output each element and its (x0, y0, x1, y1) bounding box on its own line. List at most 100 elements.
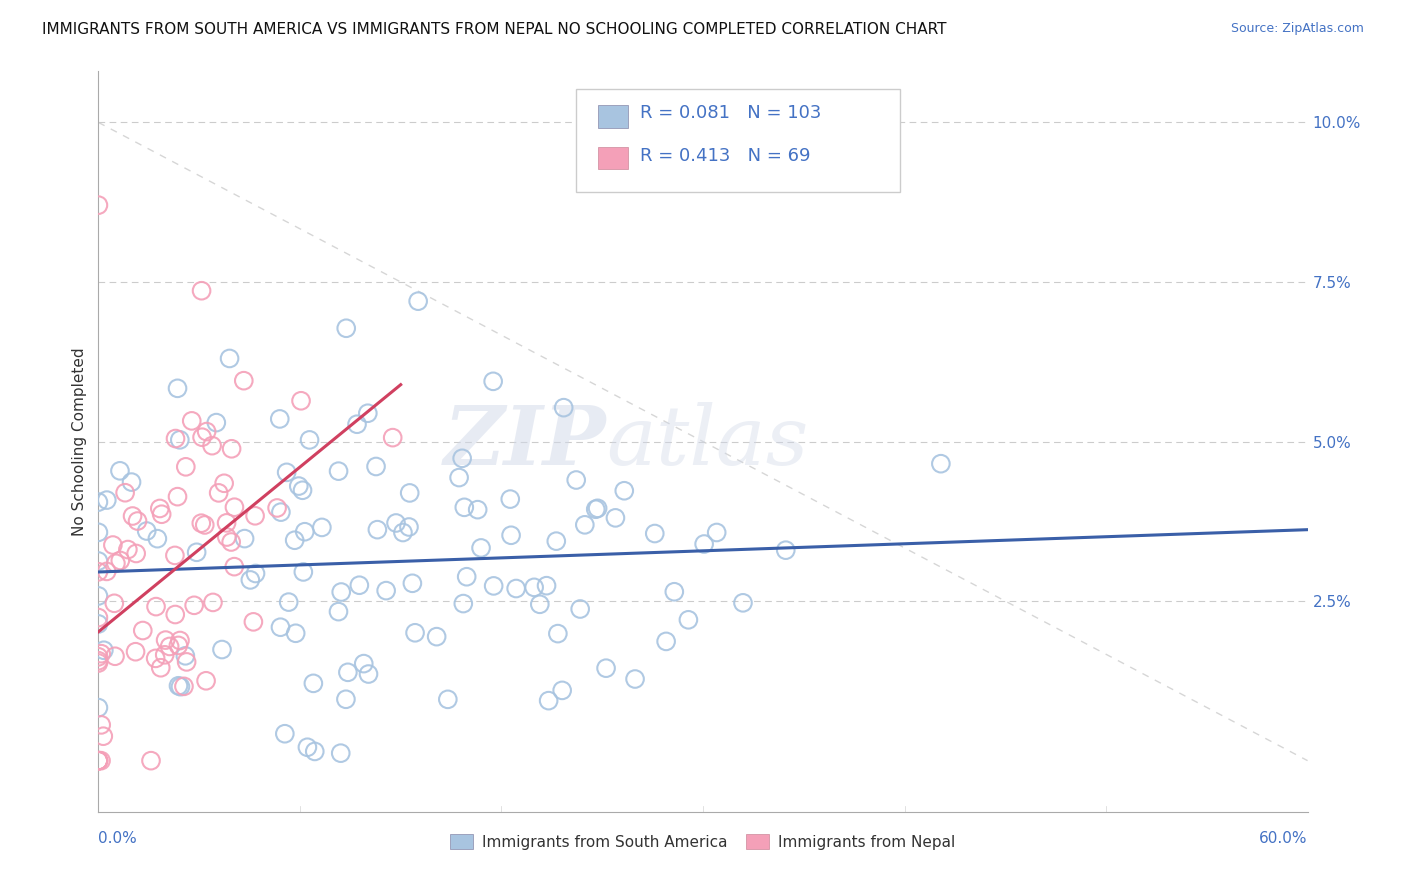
Point (398, 520, 420, 534)
Point (186, 545, 208, 559)
Point (90, 754, 112, 768)
Point (529, 597, 551, 611)
Point (523, 580, 546, 594)
Point (155, 633, 177, 648)
Point (87, 495, 110, 509)
Point (381, 431, 404, 445)
Point (664, 584, 686, 599)
Point (169, 633, 191, 648)
Point (169, 433, 191, 447)
Point (453, 500, 475, 515)
Point (108, 464, 131, 478)
Point (150, 507, 173, 521)
Point (449, 470, 471, 484)
Point (453, 597, 475, 611)
Point (87, 754, 110, 768)
Point (605, 511, 627, 525)
Point (585, 502, 607, 516)
Point (87, 565, 110, 579)
Point (467, 502, 489, 516)
Point (294, 524, 316, 539)
Point (221, 442, 243, 456)
Point (166, 381, 188, 395)
Point (565, 473, 588, 487)
Point (336, 665, 359, 680)
Point (96, 565, 118, 579)
Point (145, 599, 167, 614)
Point (87, 656, 110, 670)
Point (302, 676, 325, 690)
Point (574, 517, 596, 532)
Point (173, 679, 195, 693)
Point (499, 492, 522, 507)
Point (269, 412, 291, 426)
Point (288, 479, 311, 493)
Point (87, 654, 110, 668)
Point (114, 485, 136, 500)
Point (499, 528, 522, 542)
Point (87, 616, 110, 631)
Point (211, 642, 233, 657)
Point (304, 744, 326, 758)
Point (212, 476, 235, 491)
Point (269, 620, 291, 634)
Point (245, 566, 267, 581)
Point (291, 483, 314, 498)
Point (117, 542, 139, 557)
Point (174, 648, 197, 663)
Point (569, 602, 592, 616)
Point (482, 579, 505, 593)
Point (392, 525, 415, 540)
Point (110, 553, 132, 567)
Point (87, 525, 110, 540)
Point (364, 459, 387, 474)
Point (176, 655, 198, 669)
Point (349, 578, 371, 592)
Point (153, 648, 176, 662)
Point (929, 457, 952, 471)
Point (124, 645, 146, 659)
Point (330, 585, 353, 599)
Point (163, 549, 186, 563)
Point (91, 729, 114, 743)
Point (375, 583, 398, 598)
Point (165, 607, 187, 622)
Point (224, 559, 246, 574)
Point (232, 374, 254, 388)
Point (167, 679, 190, 693)
Point (87, 754, 110, 768)
Text: Source: ZipAtlas.com: Source: ZipAtlas.com (1230, 22, 1364, 36)
Point (87, 198, 110, 212)
Point (87, 589, 110, 603)
Point (284, 533, 307, 548)
Point (104, 649, 127, 664)
Point (329, 746, 352, 760)
Point (90, 647, 112, 661)
Point (233, 532, 256, 546)
Point (90, 718, 112, 732)
Text: R = 0.413   N = 69: R = 0.413 N = 69 (640, 147, 810, 165)
Point (613, 483, 636, 498)
Point (775, 543, 797, 558)
Point (180, 414, 202, 428)
Point (208, 486, 231, 500)
Point (547, 626, 569, 640)
Point (553, 401, 575, 415)
Point (706, 525, 728, 540)
Point (277, 595, 299, 609)
Point (195, 425, 218, 439)
Point (201, 595, 224, 609)
Point (127, 514, 149, 528)
Point (328, 605, 350, 619)
Point (205, 416, 228, 430)
Point (215, 530, 238, 544)
Point (311, 520, 333, 534)
Point (219, 535, 242, 549)
Text: atlas: atlas (606, 401, 808, 482)
Point (270, 505, 292, 519)
Point (87, 754, 110, 768)
Point (191, 430, 214, 444)
Point (451, 451, 474, 466)
Point (101, 538, 124, 552)
Point (87, 649, 110, 664)
